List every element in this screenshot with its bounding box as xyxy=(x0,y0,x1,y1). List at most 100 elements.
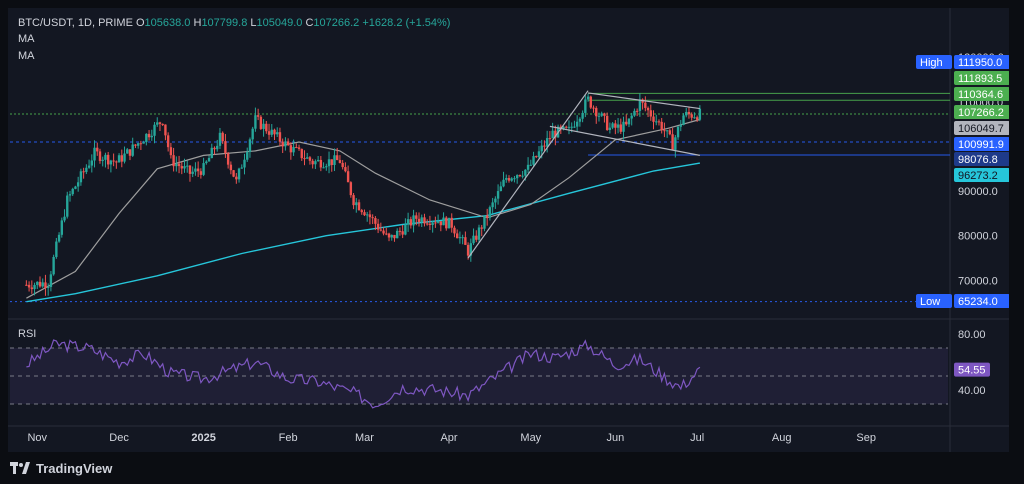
candle-body xyxy=(366,214,369,216)
candle-body xyxy=(134,144,137,146)
candle-body xyxy=(371,217,374,219)
trend-line xyxy=(467,90,589,259)
candle-body xyxy=(297,147,301,149)
candle-body xyxy=(622,121,625,132)
candle-body xyxy=(529,164,533,166)
candle-body xyxy=(251,128,254,140)
candle-body xyxy=(559,126,563,129)
candle-body xyxy=(25,284,28,286)
rsi-value-text: 54.55 xyxy=(958,365,986,377)
candle-body xyxy=(668,130,672,135)
candle-body xyxy=(38,281,42,287)
candle-body xyxy=(117,155,121,163)
candle-body xyxy=(450,217,453,228)
rsi-tick-label: 40.00 xyxy=(958,385,986,397)
candle-body xyxy=(674,137,677,150)
candle-body xyxy=(589,96,592,108)
candle-body xyxy=(259,116,263,129)
price-badge-value: 111950.0 xyxy=(958,57,1002,69)
candle-body xyxy=(420,217,423,222)
candle-body xyxy=(104,154,107,160)
symbol-label[interactable]: BTC/USDT, 1D, PRIME xyxy=(18,17,133,29)
candle-body xyxy=(466,244,470,256)
candle-body xyxy=(278,132,282,142)
candle-body xyxy=(690,114,693,118)
candle-body xyxy=(608,127,612,130)
high-value: 107799.8 xyxy=(201,17,248,29)
trend-line xyxy=(587,92,700,110)
candle-body xyxy=(434,222,437,224)
candle-body xyxy=(306,157,309,159)
candle-body xyxy=(644,102,647,108)
candle-body xyxy=(488,207,492,218)
price-badge-value: 100991.9 xyxy=(958,139,1004,151)
candle-body xyxy=(401,231,404,235)
candle-body xyxy=(625,121,628,125)
tradingview-brand[interactable]: TradingView xyxy=(36,460,113,476)
rsi-title[interactable]: RSI xyxy=(18,328,37,340)
candle-body xyxy=(671,134,674,150)
candle-body xyxy=(357,202,361,211)
candle-body xyxy=(177,163,181,167)
chart-panel[interactable]: 120000.0110000.0100000.090000.080000.070… xyxy=(8,8,1009,452)
candle-body xyxy=(614,123,617,128)
candle-body xyxy=(131,144,134,156)
candle-body xyxy=(336,155,339,161)
candle-body xyxy=(224,141,227,154)
candle-body xyxy=(417,218,421,222)
candle-body xyxy=(311,160,314,165)
candle-body xyxy=(153,124,156,136)
candle-body xyxy=(415,215,418,219)
candle-body xyxy=(41,282,44,287)
price-badge-value: 98076.8 xyxy=(958,154,998,166)
candle-body xyxy=(475,235,478,240)
ma-short-line xyxy=(26,118,701,299)
open-value: 105638.0 xyxy=(144,17,191,29)
candle-body xyxy=(409,219,413,226)
ma-legend-1[interactable]: MA xyxy=(18,33,35,45)
price-tick-label: 90000.0 xyxy=(958,186,998,198)
candle-body xyxy=(106,154,110,165)
candle-body xyxy=(665,130,669,132)
candle-body xyxy=(319,159,323,168)
candle-body xyxy=(276,132,279,135)
candle-body xyxy=(584,99,587,113)
candle-body xyxy=(202,163,205,175)
ohlc-header: BTC/USDT, 1D, PRIME O105638.0 H107799.8 … xyxy=(18,17,450,29)
low-value: 105049.0 xyxy=(256,17,303,29)
candle-body xyxy=(600,113,603,116)
candle-body xyxy=(300,148,303,159)
candle-body xyxy=(352,195,355,206)
candle-body xyxy=(240,167,243,169)
candle-body xyxy=(562,126,565,129)
candle-body xyxy=(406,219,410,225)
candle-body xyxy=(592,107,595,109)
candle-body xyxy=(374,218,377,224)
chart-svg[interactable]: 120000.0110000.0100000.090000.080000.070… xyxy=(8,8,1009,452)
candle-body xyxy=(164,124,167,136)
candle-body xyxy=(646,107,650,111)
candle-body xyxy=(461,237,464,239)
tradingview-logo-icon[interactable] xyxy=(10,462,30,474)
candle-body xyxy=(483,215,486,229)
candle-body xyxy=(188,165,192,174)
candle-body xyxy=(477,227,481,240)
candle-body xyxy=(526,164,530,170)
price-badge xyxy=(954,121,1009,135)
candle-body xyxy=(453,227,456,234)
candle-body xyxy=(398,230,402,232)
price-badge-value: 65234.0 xyxy=(958,296,998,308)
candle-body xyxy=(496,191,500,199)
candle-body xyxy=(638,99,642,111)
footer: TradingView xyxy=(10,458,112,478)
price-badge xyxy=(954,71,1009,85)
time-tick-label: Feb xyxy=(279,432,298,444)
candle-body xyxy=(210,147,213,159)
candle-body xyxy=(98,151,102,161)
candle-body xyxy=(472,235,475,244)
price-badge-label: High xyxy=(920,57,943,69)
ma-legend-2[interactable]: MA xyxy=(18,50,35,62)
candle-body xyxy=(573,126,576,128)
candle-body xyxy=(136,143,140,146)
